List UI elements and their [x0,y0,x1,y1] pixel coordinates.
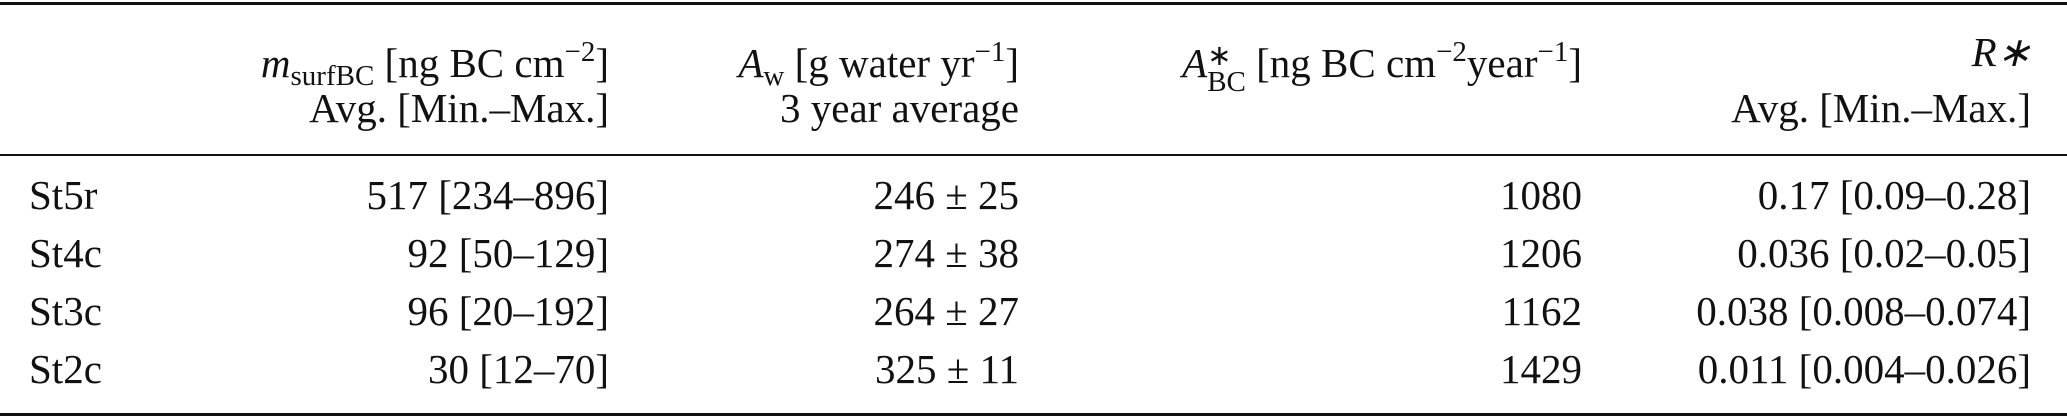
cell-value: 274 ± 38 [873,230,1019,276]
header-segment: [g water yr [784,40,975,86]
header-line: A ∗ BC [ng BC cm−2year−1] [1182,28,1582,97]
header-segment: R∗ [1971,29,2031,75]
cell-value: 325 ± 11 [875,346,1019,392]
header-line: 3 year average [780,85,1019,131]
row-label: St3c [29,288,102,334]
cell-value: 96 [20–192] [407,288,609,334]
cell-value: 517 [234–896] [366,172,609,218]
cell-value: 92 [50–129] [407,230,609,276]
header-sub: BC [1207,66,1246,98]
row-label: St4c [29,230,102,276]
header-segment: A [1182,40,1208,86]
bottom-rule [0,413,2067,416]
header-segment: surfBC [290,60,375,92]
header-sup: ∗ [1207,40,1232,72]
cell-value: 0.036 [0.02–0.05] [1737,230,2031,276]
header-line: Avg. [Min.–Max.] [309,85,609,131]
row-label: St2c [29,346,102,392]
header-segment: year [1466,40,1538,86]
cell-value: 0.011 [0.004–0.026] [1697,346,2031,392]
header-segment: A [738,40,764,86]
cell-value: 1429 [1500,346,1582,392]
header-line: R∗ [1972,28,2031,76]
header-segment: −1 [974,36,1006,68]
cell-value: 30 [12–70] [427,346,609,392]
cell-value: 1206 [1500,230,1582,276]
cell-value: 0.17 [0.09–0.28] [1757,172,2031,218]
cell-value: 1162 [1501,288,1582,334]
cell-value: 0.038 [0.008–0.074] [1696,288,2031,334]
header-stack: ∗ BC [1207,40,1246,98]
header-line: Aw [g water yr−1] [738,28,1019,92]
row-label: St5r [29,172,98,218]
header-segment: −2 [564,36,596,68]
mid-rule [0,154,2067,156]
header-segment: −1 [1537,36,1569,68]
header-segment: [ng BC cm [1245,40,1437,86]
header-segment: m [260,40,291,86]
header-segment: ] [595,40,609,86]
cell-value: 1080 [1500,172,1582,218]
cell-value: 264 ± 27 [873,288,1019,334]
header-segment: −2 [1436,36,1467,68]
cell-value: 246 ± 25 [873,172,1019,218]
header-line: msurfBC [ng BC cm−2] [261,28,609,92]
header-segment: ] [1005,40,1019,86]
header-segment: ] [1568,40,1582,86]
header-line: Avg. [Min.–Max.] [1731,85,2031,131]
header-segment: [ng BC cm [374,40,565,86]
header-segment: w [763,60,785,92]
top-rule [0,2,2067,5]
